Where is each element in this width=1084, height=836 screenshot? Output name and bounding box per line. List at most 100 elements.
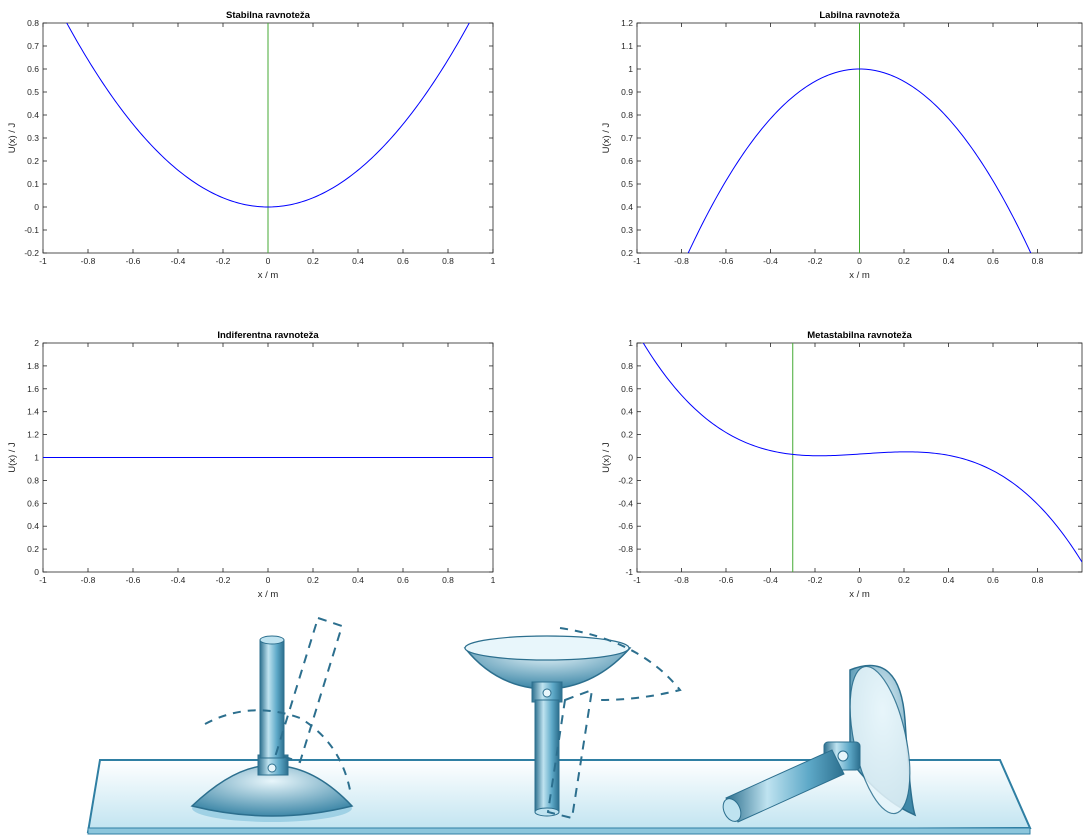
y-tick-label: -0.8 — [618, 544, 633, 554]
y-tick-label: 0.6 — [27, 64, 39, 74]
y-tick-label: 0.2 — [27, 544, 39, 554]
x-tick-label: 0 — [857, 575, 862, 585]
x-tick-label: -0.6 — [719, 575, 734, 585]
y-axis-label: U(x) / J — [7, 442, 18, 473]
x-tick-label: 0 — [266, 256, 271, 266]
y-tick-label: 0.6 — [27, 498, 39, 508]
x-tick-label: 0.4 — [352, 575, 364, 585]
x-tick-label: -0.2 — [216, 256, 231, 266]
plots-group: -1 -0.8 -0.6 -0.4 -0.2 0 0.2 0.4 0.6 0.8 1 -0.2 -0.1… — [7, 10, 1083, 600]
x-tick-label: 0.8 — [442, 256, 454, 266]
x-tick-label: 0.4 — [943, 575, 955, 585]
x-tick-label: -0.2 — [808, 256, 823, 266]
y-axis-label: U(x) / J — [7, 122, 18, 153]
x-tick-label: -0.2 — [216, 575, 231, 585]
x-tick-label: -0.4 — [763, 256, 778, 266]
x-tick-label: -0.6 — [126, 575, 141, 585]
y-tick-label: -1 — [625, 567, 633, 577]
y-tick-label: 1.6 — [27, 384, 39, 394]
y-tick-label: 0.5 — [621, 179, 633, 189]
chart-title: Indiferentna ravnoteža — [217, 330, 319, 341]
axes-box — [636, 342, 1083, 573]
x-axis-label: x / m — [849, 589, 870, 600]
x-tick-label: -0.2 — [808, 575, 823, 585]
y-tick-label: 0.4 — [621, 202, 633, 212]
y-tick-label: 0.8 — [621, 361, 633, 371]
x-tick-label: -1 — [39, 256, 47, 266]
y-tick-label: 1.8 — [27, 361, 39, 371]
x-tick-label: 0 — [266, 575, 271, 585]
x-tick-label: -1 — [633, 256, 641, 266]
y-tick-label: 0.5 — [27, 87, 39, 97]
potential-curve — [66, 23, 470, 208]
y-tick-label: 1 — [628, 338, 633, 348]
y-tick-label: -0.2 — [24, 248, 39, 258]
x-tick-label: 1 — [491, 575, 496, 585]
chart-panel-3: -1 -0.8 -0.6 -0.4 -0.2 0 0.2 0.4 0.6 0.8 1 0 0.2 0.4 0… — [7, 330, 496, 600]
x-tick-label: -0.8 — [674, 256, 689, 266]
y-tick-label: 1 — [628, 64, 633, 74]
y-tick-label: 0.4 — [621, 407, 633, 417]
chart-panel-4: -1 -0.8 -0.6 -0.4 -0.2 0 0.2 0.4 0.6 0.8 -1 -0.8 -0.… — [601, 330, 1083, 600]
x-tick-label: 0.6 — [987, 575, 999, 585]
y-tick-label: 2 — [34, 338, 39, 348]
y-axis-label: U(x) / J — [601, 122, 612, 153]
x-tick-label: 0.6 — [397, 575, 409, 585]
x-tick-label: 0.8 — [1032, 575, 1044, 585]
potential-curve — [687, 68, 1032, 253]
x-axis-label: x / m — [258, 589, 279, 600]
x-tick-label: -0.6 — [126, 256, 141, 266]
x-axis-label: x / m — [849, 270, 870, 281]
x-tick-label: 0.4 — [943, 256, 955, 266]
table-edge — [87, 827, 1031, 835]
y-tick-label: 0.8 — [27, 18, 39, 28]
x-tick-label: -1 — [633, 575, 641, 585]
y-tick-label: 0 — [34, 567, 39, 577]
chart-panel-1: -1 -0.8 -0.6 -0.4 -0.2 0 0.2 0.4 0.6 0.8 1 -0.2 -0.1… — [7, 10, 496, 281]
y-tick-label: 0.8 — [27, 475, 39, 485]
y-tick-label: 0.8 — [621, 110, 633, 120]
x-tick-label: -0.6 — [719, 256, 734, 266]
y-axis-label: U(x) / J — [601, 442, 612, 473]
y-tick-label: 1.2 — [621, 18, 633, 28]
chart-title: Metastabilna ravnoteža — [807, 330, 912, 341]
y-tick-label: -0.4 — [618, 498, 633, 508]
y-tick-label: 0 — [34, 202, 39, 212]
y-tick-label: 1 — [34, 453, 39, 463]
x-tick-label: -0.4 — [171, 256, 186, 266]
x-tick-label: 0.2 — [898, 256, 910, 266]
y-tick-label: 0.4 — [27, 110, 39, 120]
equilibrium-illustration — [86, 616, 1032, 835]
x-tick-label: 0.8 — [442, 575, 454, 585]
chart-title: Stabilna ravnoteža — [226, 10, 311, 21]
x-tick-label: 0.6 — [397, 256, 409, 266]
y-tick-label: 0.7 — [621, 133, 633, 143]
y-tick-label: 0.6 — [621, 384, 633, 394]
y-tick-label: 0.1 — [27, 179, 39, 189]
x-axis-label: x / m — [258, 270, 279, 281]
x-tick-label: -0.4 — [171, 575, 186, 585]
x-tick-label: -0.8 — [81, 256, 96, 266]
x-tick-label: 0.2 — [307, 256, 319, 266]
y-tick-label: 0.2 — [621, 430, 633, 440]
y-tick-label: 1.1 — [621, 41, 633, 51]
x-tick-label: 0.8 — [1032, 256, 1044, 266]
y-tick-label: 0.4 — [27, 521, 39, 531]
y-tick-label: 0.3 — [27, 133, 39, 143]
x-tick-label: 0.2 — [898, 575, 910, 585]
x-tick-label: 0.6 — [987, 256, 999, 266]
y-tick-label: 0.2 — [27, 156, 39, 166]
x-tick-label: -0.8 — [81, 575, 96, 585]
x-tick-label: 0.2 — [307, 575, 319, 585]
y-tick-label: 0.7 — [27, 41, 39, 51]
x-tick-label: -0.8 — [674, 575, 689, 585]
y-tick-label: 0.6 — [621, 156, 633, 166]
y-tick-label: 0.9 — [621, 87, 633, 97]
y-tick-label: -0.1 — [24, 225, 39, 235]
chart-title: Labilna ravnoteža — [819, 10, 900, 21]
x-tick-label: -1 — [39, 575, 47, 585]
chart-panel-2: -1 -0.8 -0.6 -0.4 -0.2 0 0.2 0.4 0.6 0.8 0.2 0.3 0.4… — [601, 10, 1083, 281]
y-tick-label: 1.4 — [27, 407, 39, 417]
funnel-stable — [190, 616, 354, 822]
